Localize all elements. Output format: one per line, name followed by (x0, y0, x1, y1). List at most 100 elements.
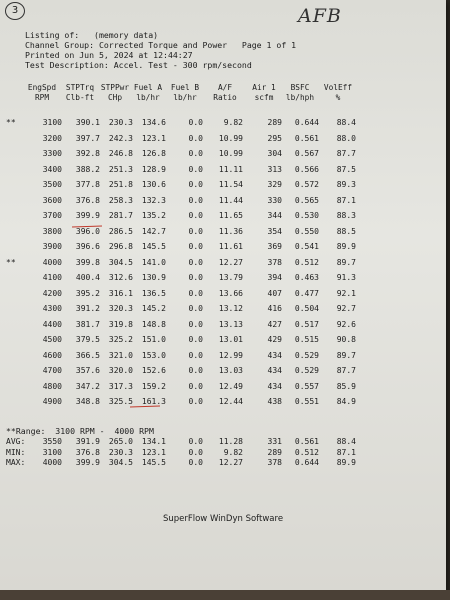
table-cell: 251.3 (108, 164, 133, 174)
table-cell: 145.5 (141, 458, 166, 467)
table-cell: 265.0 (108, 437, 133, 446)
table-cell: 390.1 (75, 118, 100, 127)
table-cell: 12.44 (218, 397, 243, 406)
table-cell: 397.7 (75, 133, 100, 143)
table-cell: 134.1 (141, 437, 166, 446)
table-cell: 87.7 (336, 366, 356, 375)
table-cell: 3550 (42, 437, 62, 446)
table-cell: 87.7 (336, 149, 356, 158)
table-cell: 0.0 (188, 447, 203, 457)
table-cell: 434 (267, 366, 282, 375)
column-unit: lb/hph (285, 92, 315, 102)
table-cell: 391.9 (75, 437, 100, 446)
table-cell: 4000 (42, 458, 62, 467)
table-cell: 0.572 (294, 180, 319, 189)
table-cell: 304.5 (108, 458, 133, 467)
table-cell: 10.99 (218, 133, 243, 143)
table-cell: 0.504 (294, 304, 319, 313)
column-unit: % (335, 92, 341, 102)
table-cell: 123.1 (141, 133, 166, 143)
table-cell: 92.6 (336, 319, 356, 329)
table-cell: 251.8 (108, 180, 133, 189)
table-row: 3400 388.2 251.3 128.9 0.0 11.11 313 0.566 87.5 (0, 165, 446, 176)
table-cell: 400.4 (75, 273, 100, 282)
column-header: STPPwr CHp (97, 83, 133, 102)
table-cell: 12.99 (218, 350, 243, 360)
table-cell: 0.529 (294, 366, 319, 375)
table-cell: 312.6 (108, 273, 133, 282)
table-row: 4400 381.7 319.8 148.8 0.0 13.13 427 0.517 92.6 (0, 320, 446, 331)
column-name: BSFC (290, 83, 310, 92)
table-cell: 3400 (42, 164, 62, 174)
table-cell: 4800 (42, 381, 62, 391)
table-cell: 11.61 (218, 242, 243, 251)
table-cell: 89.7 (336, 257, 356, 267)
table-cell: 0.515 (294, 335, 319, 344)
table-cell: 148.8 (141, 319, 166, 329)
table-cell: 378 (267, 257, 282, 267)
table-cell: 320.0 (108, 366, 133, 375)
header-test-description: Test Description: Accel. Test - 300 rpm/… (25, 60, 252, 70)
table-cell: 319.8 (108, 319, 133, 329)
handwritten-note: AFB (298, 5, 342, 27)
table-cell: 92.1 (336, 288, 356, 298)
table-cell: 399.9 (75, 211, 100, 220)
table-cell: 12.49 (218, 381, 243, 391)
table-cell: 295 (267, 133, 282, 143)
table-cell: 366.5 (75, 350, 100, 360)
table-cell: 394 (267, 273, 282, 282)
table-cell: 11.28 (218, 437, 243, 446)
summary-row: AVG: 3550 391.9 265.0 134.1 0.0 11.28 331 0.561 8… (0, 437, 446, 448)
table-cell: 313 (267, 164, 282, 174)
table-cell: 4200 (42, 288, 62, 298)
table-cell: 347.2 (75, 381, 100, 391)
table-cell: 0.557 (294, 381, 319, 391)
table-cell: 90.8 (336, 335, 356, 344)
table-cell: 0.0 (188, 242, 203, 251)
table-cell: 434 (267, 350, 282, 360)
table-cell: 230.3 (108, 118, 133, 127)
page-marker-circle: 3 (5, 2, 25, 20)
table-cell: 87.5 (336, 164, 356, 174)
table-row: 3300 392.8 246.8 126.8 0.0 10.99 304 0.567 87.7 (0, 149, 446, 160)
footer-text: SuperFlow WinDyn Software (162, 514, 284, 524)
table-cell: 316.1 (108, 288, 133, 298)
table-cell: 11.44 (218, 195, 243, 205)
table-cell: 126.8 (141, 149, 166, 158)
column-header: EngSpd RPM (22, 83, 62, 102)
table-cell: 376.8 (75, 195, 100, 205)
table-cell: 0.0 (188, 319, 203, 329)
table-cell: 159.2 (141, 381, 166, 391)
table-row: 4600 366.5 321.0 153.0 0.0 12.99 434 0.529 89.7 (0, 351, 446, 362)
range-label: **Range: 3100 RPM - 4000 RPM (6, 426, 154, 436)
table-cell: 87.1 (336, 195, 356, 205)
table-cell: 89.9 (336, 242, 356, 251)
table-cell: 0.0 (188, 366, 203, 375)
column-unit: lb/hr (136, 92, 160, 102)
table-cell: 88.0 (336, 133, 356, 143)
header-channel-group: Channel Group: Corrected Torque and Powe… (25, 40, 297, 50)
table-row: 4200 395.2 316.1 136.5 0.0 13.66 407 0.477 92.1 (0, 289, 446, 300)
table-cell: 3100 (42, 118, 62, 127)
table-cell: 258.3 (108, 195, 133, 205)
table-row: 4700 357.6 320.0 152.6 0.0 13.03 434 0.529 87.7 (0, 366, 446, 377)
table-cell: 88.4 (336, 118, 356, 127)
table-cell: 4700 (42, 366, 62, 375)
table-cell: 0.0 (188, 180, 203, 189)
column-header: BSFC lb/hph (281, 83, 319, 102)
table-cell: 286.5 (108, 226, 133, 236)
table-cell: 4400 (42, 319, 62, 329)
table-cell: 0.0 (188, 164, 203, 174)
table-cell: 289 (267, 118, 282, 127)
table-cell: 429 (267, 335, 282, 344)
table-cell: 0.561 (294, 437, 319, 446)
table-cell: 325.2 (108, 335, 133, 344)
table-cell: 396.0 (75, 226, 100, 236)
table-cell: 0.529 (294, 350, 319, 360)
table-row: 4300 391.2 320.3 145.2 0.0 13.12 416 0.504 92.7 (0, 304, 446, 315)
column-unit: RPM (34, 92, 50, 102)
column-unit: Ratio (213, 92, 237, 102)
table-row: 4900 348.8 325.5 161.3 0.0 12.44 438 0.551 84.9 (0, 397, 446, 408)
table-cell: 12.27 (218, 458, 243, 467)
